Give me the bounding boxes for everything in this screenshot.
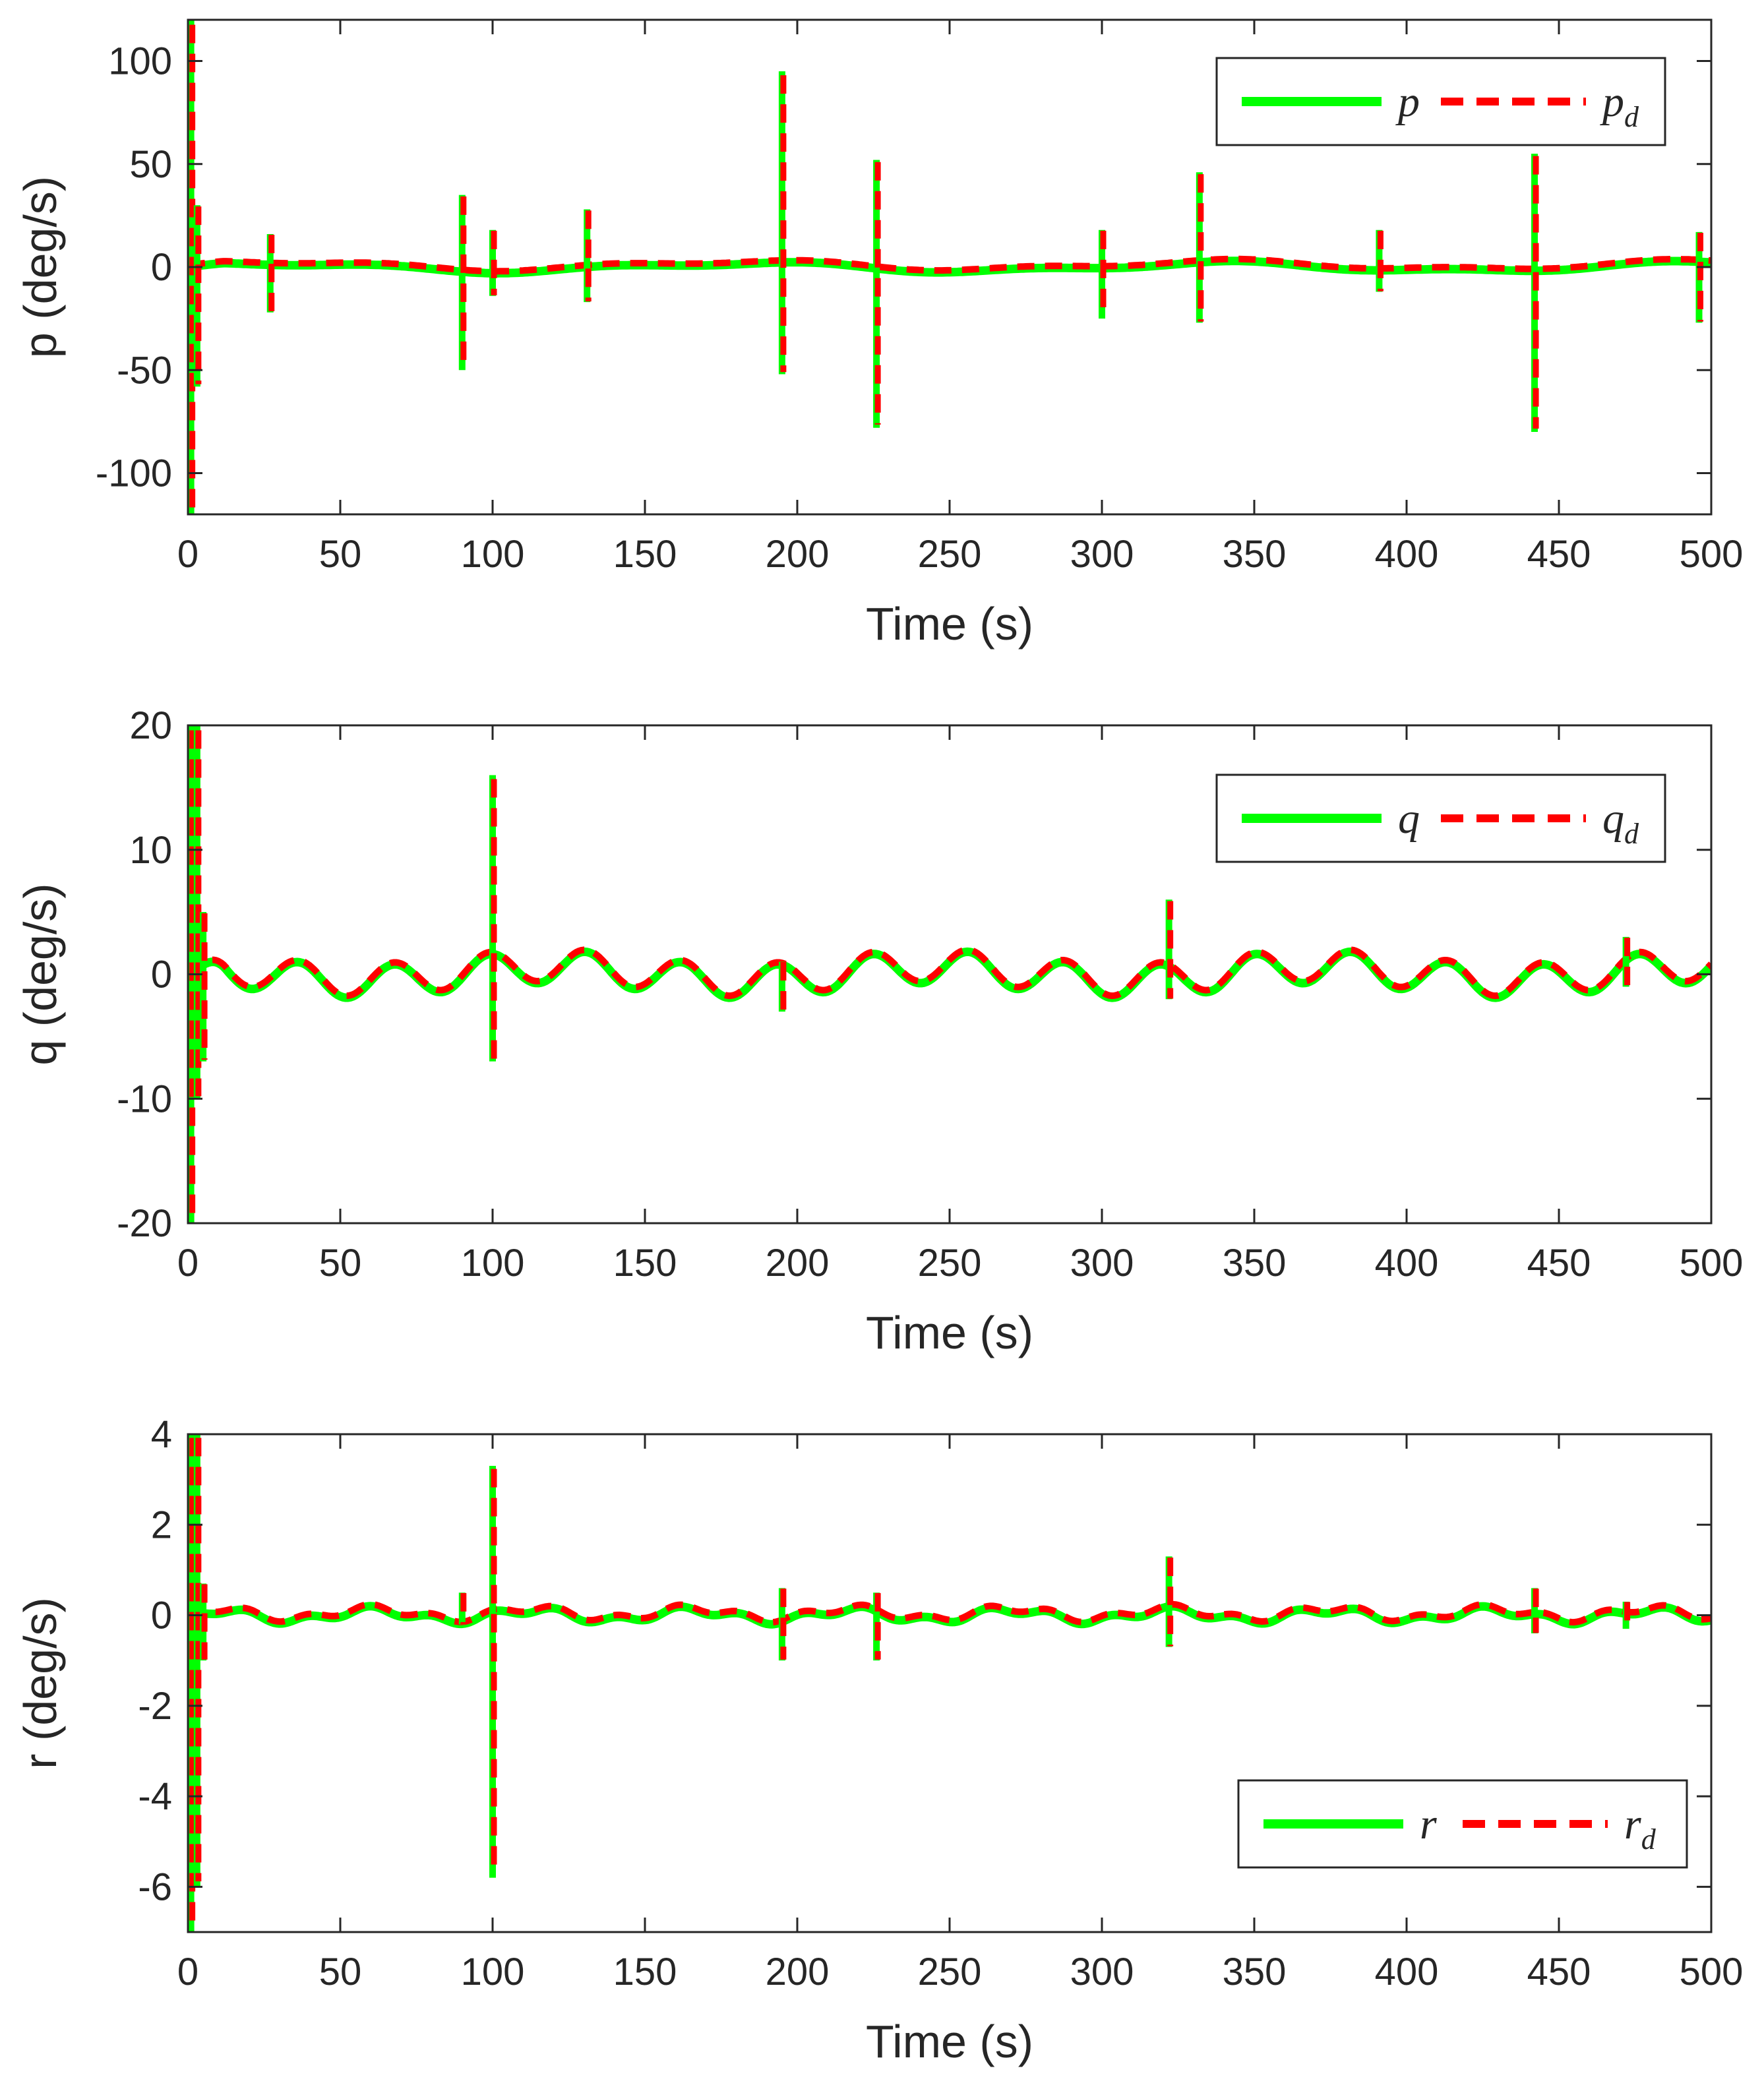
y-tick-label: 50 xyxy=(129,143,172,186)
x-tick-label: 100 xyxy=(461,1242,525,1285)
x-tick-label: 0 xyxy=(177,1951,198,1993)
y-tick-label: 0 xyxy=(151,954,172,996)
x-tick-label: 350 xyxy=(1223,1242,1287,1285)
y-tick-label: -6 xyxy=(138,1865,172,1908)
y-tick-label: -2 xyxy=(138,1685,172,1728)
x-tick-label: 0 xyxy=(177,533,198,576)
x-tick-label: 400 xyxy=(1375,1242,1439,1285)
x-tick-label: 400 xyxy=(1375,1951,1439,1993)
legend-label-desired: rd xyxy=(1624,1800,1657,1856)
legend: q qd xyxy=(1215,773,1666,863)
legend: r rd xyxy=(1237,1779,1688,1869)
y-tick-label: 0 xyxy=(151,1594,172,1637)
y-tick-label: 100 xyxy=(108,40,172,83)
x-tick-label: 400 xyxy=(1375,533,1439,576)
x-tick-label: 250 xyxy=(918,533,982,576)
x-tick-label: 250 xyxy=(918,1242,982,1285)
x-tick-label: 150 xyxy=(613,1242,677,1285)
y-tick-label: 20 xyxy=(129,704,172,747)
chart-panel-2: 0 50 100 150 200 250 300 350 400 450 500 -20 -10 0 10 2… xyxy=(15,704,1743,1358)
y-tick-label: 2 xyxy=(151,1503,172,1546)
data-lines xyxy=(188,1434,1711,1932)
y-tick-label: 4 xyxy=(151,1413,172,1456)
y-tick-label: 10 xyxy=(129,829,172,872)
legend-label-desired: pd xyxy=(1600,78,1639,133)
x-tick-label: 200 xyxy=(766,1951,830,1993)
legend-label-measured: p xyxy=(1395,78,1420,126)
x-tick-label: 200 xyxy=(766,1242,830,1285)
x-tick-label: 150 xyxy=(613,533,677,576)
x-tick-label: 50 xyxy=(319,1242,362,1285)
x-tick-label: 300 xyxy=(1070,1951,1134,1993)
legend-label-desired: qd xyxy=(1602,795,1639,850)
x-tick-label: 200 xyxy=(766,533,830,576)
y-tick-label: -100 xyxy=(96,452,172,495)
x-tick-label: 450 xyxy=(1527,1951,1591,1993)
x-tick-label: 50 xyxy=(319,533,362,576)
x-tick-label: 100 xyxy=(461,533,525,576)
series-line-q_d xyxy=(188,946,1711,1000)
x-tick-label: 500 xyxy=(1680,1242,1744,1285)
x-tick-label: 300 xyxy=(1070,1242,1134,1285)
y-axis-label: p (deg/s) xyxy=(15,176,66,358)
x-axis-label: Time (s) xyxy=(866,2016,1033,2067)
x-tick-label: 350 xyxy=(1223,533,1287,576)
x-tick-label: 350 xyxy=(1223,1951,1287,1993)
legend-label-measured: q xyxy=(1398,795,1420,843)
legend: p pd xyxy=(1215,57,1666,146)
series-line-p_d xyxy=(188,255,1711,275)
x-tick-label: 500 xyxy=(1680,1951,1744,1993)
x-tick-label: 450 xyxy=(1527,1242,1591,1285)
x-axis-label: Time (s) xyxy=(866,1307,1033,1358)
y-tick-label: -50 xyxy=(117,349,172,392)
x-axis-label: Time (s) xyxy=(866,598,1033,650)
chart-panel-1: 0 50 100 150 200 250 300 350 400 450 500 -100 -50 0 50… xyxy=(15,18,1744,650)
y-axis-label: r (deg/s) xyxy=(15,1597,66,1769)
y-tick-label: -10 xyxy=(117,1077,172,1120)
legend-label-measured: r xyxy=(1420,1800,1437,1848)
x-tick-label: 50 xyxy=(319,1951,362,1993)
x-tick-label: 150 xyxy=(613,1951,677,1993)
series-line-r_d xyxy=(188,1600,1711,1626)
x-tick-label: 100 xyxy=(461,1951,525,1993)
x-tick-label: 450 xyxy=(1527,533,1591,576)
y-tick-label: 0 xyxy=(151,246,172,289)
x-tick-label: 500 xyxy=(1680,533,1744,576)
x-tick-label: 0 xyxy=(177,1242,198,1285)
y-tick-label: -20 xyxy=(117,1202,172,1245)
y-axis-label: q (deg/s) xyxy=(15,883,66,1065)
x-tick-label: 250 xyxy=(918,1951,982,1993)
chart-panel-3: 0 50 100 150 200 250 300 350 400 450 500 -6 -4 -2 0 2 4 T… xyxy=(15,1413,1743,2067)
y-tick-label: -4 xyxy=(138,1775,172,1818)
x-tick-label: 300 xyxy=(1070,533,1134,576)
